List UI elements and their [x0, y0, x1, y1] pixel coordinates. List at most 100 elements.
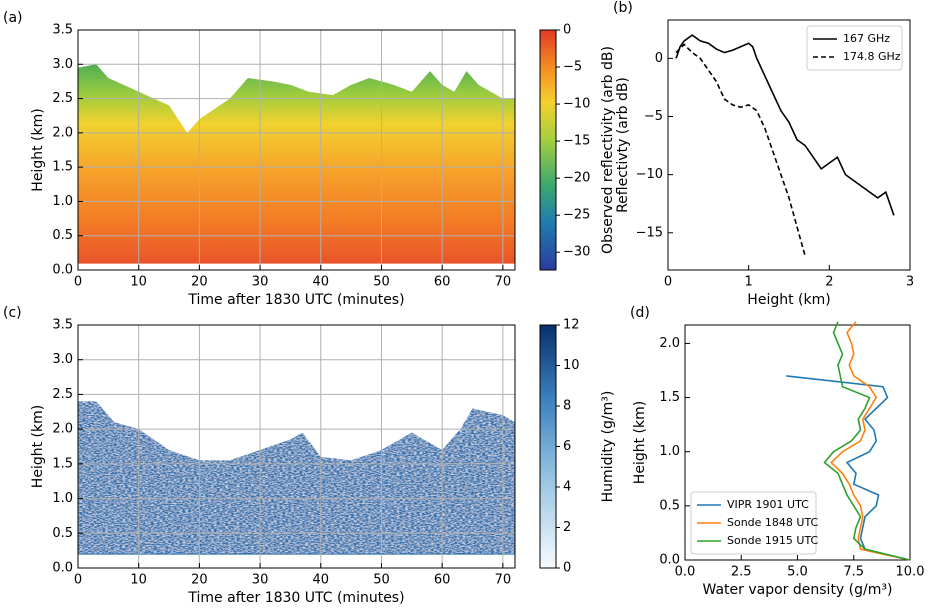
axes-frame — [684, 324, 911, 561]
axes-frame — [667, 19, 911, 271]
y-tick-label: 0.0 — [659, 553, 680, 568]
y-tick-label: 0.5 — [52, 228, 73, 243]
x-tick-label: 7.5 — [843, 565, 864, 580]
legend-label: Sonde 1848 UTC — [727, 516, 819, 529]
x-tick-label: 0 — [664, 275, 672, 290]
panel-label: (b) — [613, 0, 633, 16]
y-tick-label: 1.0 — [659, 444, 680, 459]
colorbar — [539, 29, 557, 271]
x-axis-label: Time after 1830 UTC (minutes) — [187, 590, 404, 606]
legend-label: Sonde 1915 UTC — [727, 534, 819, 547]
data-line — [675, 34, 895, 216]
panel-label: (d) — [630, 305, 650, 321]
panel: (c)0 10 20 30 40 50 60 700.00.51.01.52.02.53.03… — [3, 305, 616, 606]
x-tick-label: 10 — [130, 275, 147, 290]
colorbar-tick-label: −20 — [563, 171, 590, 186]
y-tick-label: 1.5 — [52, 160, 73, 175]
y-tick-label: −5 — [644, 109, 663, 124]
x-tick-label: 3 — [906, 275, 914, 290]
y-tick-label: 2.0 — [659, 336, 680, 351]
colorbar-tick-label: 6 — [563, 439, 571, 454]
colorbar-tick-label: −25 — [563, 208, 590, 223]
panel-label: (c) — [3, 305, 22, 321]
y-tick-label: 0.0 — [52, 561, 73, 576]
panel: (d) 0.0 2.5 5.0 7.5 10.0 0.0 0.5 1.0 1.5 2.0 Water … — [630, 305, 924, 598]
y-axis-label: Height (km) — [632, 401, 648, 484]
colorbar-tick-label: −30 — [563, 245, 590, 260]
y-tick-label: 3.0 — [52, 57, 73, 72]
legend-label: 167 GHz — [843, 32, 890, 45]
x-tick-label: 20 — [191, 275, 208, 290]
data-line — [675, 43, 806, 257]
data-line — [830, 321, 911, 561]
heatmap-area — [78, 64, 515, 264]
data-line — [823, 321, 911, 561]
x-tick-label: 50 — [373, 275, 390, 290]
y-tick-label: 3.0 — [52, 352, 73, 367]
y-tick-label: 2.0 — [52, 422, 73, 437]
y-axis-label: Reflectivty (arb dB) — [615, 77, 631, 213]
panel-label: (a) — [3, 10, 23, 26]
colorbar-label: Humidity (g/m³) — [600, 391, 616, 503]
colorbar-tick-label: 0 — [563, 23, 571, 38]
colorbar-tick-label: 8 — [563, 399, 571, 414]
x-tick-label: 10.0 — [896, 565, 925, 580]
y-axis-label: Height (km) — [30, 108, 46, 191]
x-tick-label: 1 — [745, 275, 753, 290]
colorbar-tick-label: −15 — [563, 134, 590, 149]
axes-frame — [77, 29, 516, 271]
y-tick-label: 2.5 — [52, 387, 73, 402]
x-tick-label: 40 — [313, 573, 330, 588]
legend-label: 174.8 GHz — [843, 50, 901, 63]
colorbar-tick-label: 0 — [563, 561, 571, 576]
legend-label: VIPR 1901 UTC — [727, 498, 809, 511]
x-tick-label: 0 — [74, 573, 82, 588]
x-tick-label: 60 — [434, 573, 451, 588]
axes-frame — [77, 324, 516, 569]
data-line — [786, 375, 889, 550]
legend-box — [690, 491, 817, 555]
x-axis-label: Height (km) — [747, 292, 830, 308]
x-axis-label: Water vapor density (g/m³) — [703, 582, 893, 598]
x-axis-label: Time after 1830 UTC (minutes) — [187, 292, 404, 308]
x-tick-label: 5.0 — [787, 565, 808, 580]
x-tick-label: 0.0 — [675, 565, 696, 580]
x-tick-label: 2 — [825, 275, 833, 290]
legend-box — [806, 25, 903, 71]
colorbar-label: Observed reflectivity (arb dB) — [600, 46, 616, 254]
heatmap-area — [78, 401, 515, 555]
y-tick-label: 0.5 — [52, 526, 73, 541]
y-tick-label: 0 — [655, 51, 663, 66]
y-tick-label: 1.0 — [52, 194, 73, 209]
colorbar-tick-label: 10 — [563, 358, 580, 373]
y-tick-label: 1.5 — [52, 456, 73, 471]
y-tick-label: −10 — [636, 167, 663, 182]
y-tick-label: 1.0 — [52, 491, 73, 506]
y-tick-label: −15 — [636, 225, 663, 240]
colorbar-tick-label: 4 — [563, 480, 571, 495]
x-tick-label: 2.5 — [731, 565, 752, 580]
x-tick-label: 0 — [74, 275, 82, 290]
x-tick-label: 30 — [252, 573, 269, 588]
colorbar-tick-label: −5 — [563, 60, 582, 75]
x-tick-label: 70 — [495, 573, 512, 588]
y-tick-label: 0.0 — [52, 263, 73, 278]
y-tick-label: 3.5 — [52, 23, 73, 38]
x-tick-label: 20 — [191, 573, 208, 588]
y-tick-label: 1.5 — [659, 390, 680, 405]
y-tick-label: 3.5 — [52, 318, 73, 333]
x-tick-label: 60 — [434, 275, 451, 290]
colorbar — [539, 324, 557, 569]
colorbar-tick-label: 2 — [563, 520, 571, 535]
y-tick-label: 0.5 — [659, 498, 680, 513]
x-tick-label: 70 — [495, 275, 512, 290]
panel: (b) 0 1 2 3 0 −5 −10 −15 Height (km) Reflectivty (… — [613, 0, 914, 308]
panel: (a) 0 10 20 30 40 50 60 70 0.0 0.5 1.0 1.5 2.0 2.5 3.0 3… — [3, 10, 616, 308]
colorbar-tick-label: −10 — [563, 97, 590, 112]
colorbar-tick-label: 12 — [563, 318, 580, 333]
x-tick-label: 30 — [252, 275, 269, 290]
y-tick-label: 2.0 — [52, 125, 73, 140]
x-tick-label: 40 — [313, 275, 330, 290]
y-axis-label: Height (km) — [30, 405, 46, 488]
